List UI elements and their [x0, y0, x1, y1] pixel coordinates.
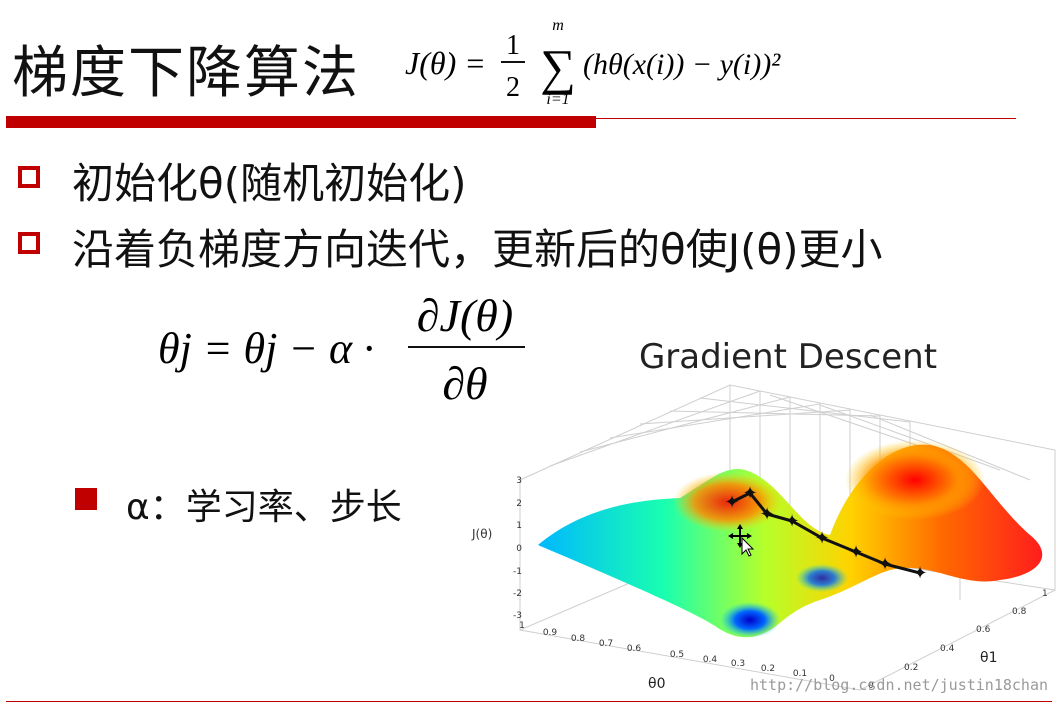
z-axis-ticks: 3 2 1 0 -1 -2 -3 — [513, 476, 522, 621]
x-tick-label: 0.5 — [670, 650, 684, 660]
update-formula-denominator: ∂θ — [442, 358, 487, 409]
x-tick-label: 0.3 — [731, 659, 745, 669]
z-tick-label: -2 — [513, 589, 522, 599]
update-rule-formula: θj = θj − α · ∂J(θ) ∂θ — [158, 290, 525, 409]
x-tick-label: 1 — [519, 621, 525, 631]
y-tick-label: 0.8 — [1012, 607, 1027, 617]
y-tick-label: 0 — [868, 681, 874, 691]
move-cursor-icon — [728, 524, 755, 557]
hollow-square-bullet-icon — [18, 232, 40, 254]
descent-step-marker-1: ✦ — [724, 492, 739, 513]
learning-rate-bullet: α：学习率、步长 — [126, 487, 402, 528]
descent-step-marker-2: ✦ — [742, 483, 757, 504]
figure-title: Gradient Descent — [639, 337, 937, 377]
cost-function-formula: J(θ) = 1 2 m ∑ i=1 (hθ(x(i)) − y(i))² — [405, 17, 781, 108]
z-tick-label: 0 — [516, 544, 522, 554]
descent-step-marker-7: ✦ — [877, 554, 892, 575]
filled-square-bullet-icon — [75, 488, 97, 510]
z-axis-label: J(θ) — [471, 527, 492, 541]
descent-step-marker-3: ✦ — [759, 504, 774, 525]
slide-title: 梯度下降算法 — [12, 41, 360, 106]
y-tick-label: 0.2 — [904, 663, 918, 673]
x-tick-label: 0.8 — [571, 634, 586, 644]
descent-step-marker-8: ✦ — [912, 563, 927, 584]
update-formula-lhs: θj = θj − α · — [158, 324, 374, 373]
title-underline-thin — [596, 118, 1016, 119]
cost-surface — [538, 440, 1043, 638]
title-underline-red — [6, 116, 596, 128]
y-tick-label: 0.4 — [940, 644, 955, 654]
y-tick-label: 1 — [1042, 589, 1048, 599]
x-tick-label: 0.6 — [627, 644, 642, 654]
z-tick-label: -1 — [513, 567, 522, 577]
theta0-axis-label: θ0 — [648, 676, 665, 692]
descent-step-marker-5: ✦ — [814, 528, 829, 549]
cost-formula-sum-upper: m — [552, 17, 564, 34]
cost-formula-sum-lower: i=1 — [546, 91, 569, 108]
z-tick-label: 2 — [516, 499, 522, 509]
x-tick-label: 0.4 — [703, 655, 718, 665]
summation-symbol: ∑ — [540, 39, 576, 95]
x-tick-label: 0.1 — [793, 669, 807, 679]
bullet-initialize: 初始化θ(随机初始化) — [72, 159, 467, 208]
footer-rule — [6, 701, 1052, 702]
x-tick-label: 0.2 — [761, 664, 775, 674]
bullet-iterate: 沿着负梯度方向迭代，更新后的θ使J(θ)更小 — [72, 225, 883, 274]
y-tick-label: 0.6 — [976, 625, 991, 635]
x-tick-label: 0.7 — [599, 639, 613, 649]
z-tick-label: 1 — [516, 521, 522, 531]
theta1-axis-label: θ1 — [980, 650, 997, 666]
cost-formula-body: (hθ(x(i)) − y(i))² — [583, 48, 781, 81]
descent-step-marker-6: ✦ — [848, 542, 863, 563]
x-tick-label: 0.9 — [543, 628, 558, 638]
theta1-axis-ticks: 0 0.2 0.4 0.6 0.8 1 — [868, 589, 1048, 691]
update-formula-numerator: ∂J(θ) — [417, 290, 513, 341]
cost-formula-fraction-denominator: 2 — [506, 72, 520, 103]
descent-steps: ✦ ✦ ✦ ✦ ✦ ✦ ✦ ✦ — [724, 483, 927, 584]
z-tick-label: -3 — [513, 611, 522, 621]
gradient-descent-figure: Gradient Descent ✦ ✦ ✦ ✦ ✦ ✦ ✦ ✦ — [471, 337, 1056, 692]
z-tick-label: 3 — [516, 476, 522, 486]
descent-path — [731, 491, 921, 575]
x-tick-label: 0 — [829, 674, 835, 684]
descent-step-marker-4: ✦ — [784, 511, 799, 532]
hollow-square-bullet-icon — [18, 166, 40, 188]
cost-formula-lhs: J(θ) = — [405, 45, 486, 81]
watermark: http://blog.csdn.net/justin18chan — [749, 676, 1048, 694]
cost-formula-fraction-numerator: 1 — [506, 30, 520, 61]
theta0-axis-ticks: 1 0.9 0.8 0.7 0.6 0.5 0.4 0.3 0.2 0.1 0 — [519, 621, 835, 684]
